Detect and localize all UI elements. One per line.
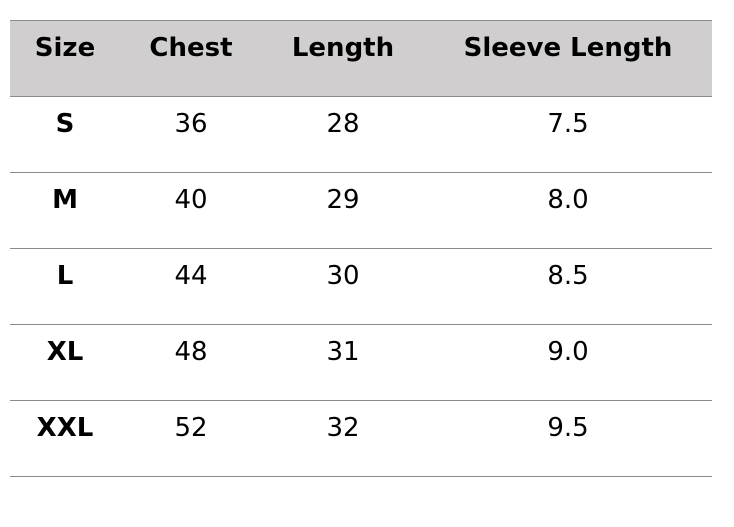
header-sleeve-length: Sleeve Length xyxy=(424,20,712,97)
cell-sleeve-length: 8.0 xyxy=(424,172,712,249)
cell-size: S xyxy=(10,96,120,173)
cell-length: 31 xyxy=(262,324,424,401)
header-chest: Chest xyxy=(120,20,262,97)
cell-length: 30 xyxy=(262,248,424,325)
header-row: Size Chest Length Sleeve Length xyxy=(10,20,712,97)
cell-length: 29 xyxy=(262,172,424,249)
cell-size: M xyxy=(10,172,120,249)
cell-chest: 40 xyxy=(120,172,262,249)
cell-size: XL xyxy=(10,324,120,401)
cell-size: XXL xyxy=(10,400,120,477)
cell-sleeve-length: 9.5 xyxy=(424,400,712,477)
table-row: L 44 30 8.5 xyxy=(10,248,712,325)
cell-sleeve-length: 7.5 xyxy=(424,96,712,173)
cell-sleeve-length: 8.5 xyxy=(424,248,712,325)
header-size: Size xyxy=(10,20,120,97)
cell-sleeve-length: 9.0 xyxy=(424,324,712,401)
header-length: Length xyxy=(262,20,424,97)
cell-chest: 52 xyxy=(120,400,262,477)
cell-chest: 36 xyxy=(120,96,262,173)
table-row: S 36 28 7.5 xyxy=(10,96,712,173)
cell-size: L xyxy=(10,248,120,325)
table-row: M 40 29 8.0 xyxy=(10,172,712,249)
size-chart-table: Size Chest Length Sleeve Length S 36 28 7.5… xyxy=(10,20,712,477)
cell-length: 32 xyxy=(262,400,424,477)
cell-length: 28 xyxy=(262,96,424,173)
cell-chest: 44 xyxy=(120,248,262,325)
table-row: XL 48 31 9.0 xyxy=(10,324,712,401)
table-row: XXL 52 32 9.5 xyxy=(10,400,712,477)
cell-chest: 48 xyxy=(120,324,262,401)
